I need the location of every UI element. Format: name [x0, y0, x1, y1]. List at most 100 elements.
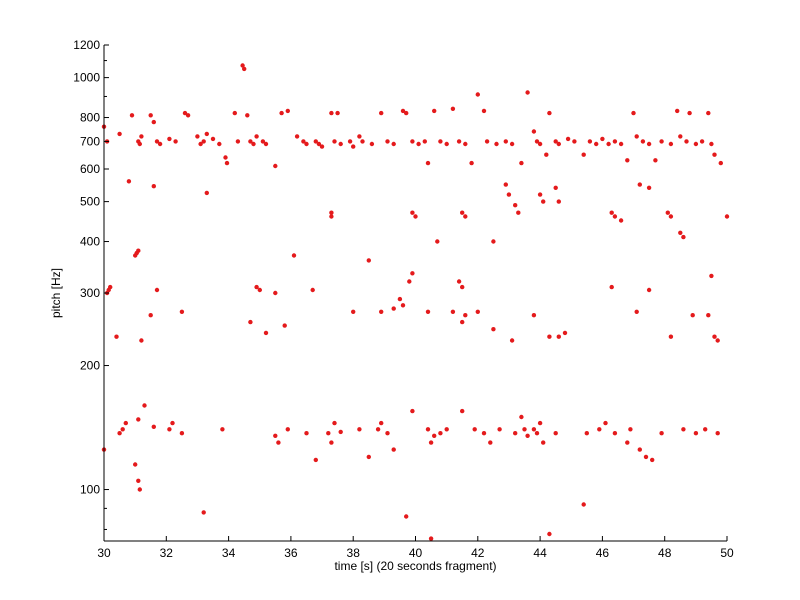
data-point — [391, 141, 396, 147]
data-point — [456, 139, 462, 144]
data-point — [369, 141, 375, 147]
data-point — [693, 431, 699, 436]
data-point — [600, 136, 605, 142]
data-point — [139, 134, 144, 139]
data-point — [481, 431, 487, 436]
data-point — [385, 431, 390, 436]
data-point — [379, 420, 384, 426]
data-point — [120, 427, 125, 432]
data-point — [195, 134, 200, 139]
data-point — [612, 139, 618, 144]
data-point — [460, 284, 465, 290]
data-point — [428, 536, 434, 541]
data-point — [151, 424, 156, 429]
data-point — [472, 427, 477, 432]
data-point — [285, 427, 290, 432]
data-point — [329, 210, 334, 215]
data-point — [460, 210, 465, 215]
data-point — [357, 427, 362, 432]
data-point — [248, 319, 253, 325]
data-point — [503, 139, 508, 144]
data-point — [254, 134, 259, 139]
y-tick-label: 500 — [80, 195, 100, 209]
data-point — [133, 462, 138, 467]
data-point — [173, 139, 178, 144]
data-point — [310, 287, 315, 293]
x-tick-label: 32 — [160, 546, 174, 560]
y-tick-label: 400 — [80, 235, 100, 249]
data-point — [242, 66, 247, 72]
data-point — [329, 110, 334, 116]
data-point — [637, 182, 642, 187]
data-point — [653, 158, 658, 163]
data-point — [167, 136, 172, 142]
x-tick-label: 42 — [471, 546, 485, 560]
data-point — [444, 141, 449, 147]
data-point — [537, 420, 543, 426]
data-point — [513, 203, 518, 208]
data-point — [678, 134, 683, 139]
data-point — [151, 184, 156, 189]
data-point — [491, 239, 496, 244]
x-tick-label: 46 — [596, 546, 610, 560]
data-point — [379, 110, 384, 116]
data-point — [425, 160, 431, 166]
data-points — [101, 63, 730, 541]
data-point — [136, 417, 141, 422]
data-point — [400, 108, 406, 114]
data-point — [151, 119, 156, 125]
data-point — [257, 287, 262, 293]
data-point — [637, 447, 642, 452]
data-point — [475, 92, 480, 97]
data-point — [351, 144, 356, 149]
data-point — [534, 139, 540, 144]
data-point — [366, 454, 371, 460]
data-point — [497, 427, 502, 432]
data-point — [117, 431, 122, 436]
data-point — [581, 502, 586, 507]
data-point — [547, 531, 552, 537]
data-point — [198, 141, 203, 147]
data-point — [294, 134, 300, 139]
data-point — [534, 431, 540, 436]
y-tick-label: 1000 — [73, 71, 100, 85]
data-point — [547, 334, 552, 339]
data-point — [201, 510, 206, 515]
data-point — [643, 454, 649, 460]
data-point — [316, 141, 322, 147]
data-point — [724, 214, 730, 219]
data-point — [556, 334, 561, 339]
data-point — [154, 287, 160, 293]
data-point — [659, 139, 664, 144]
data-point — [400, 303, 406, 308]
y-tick-label: 100 — [80, 483, 100, 497]
data-point — [450, 106, 456, 112]
data-point — [204, 190, 209, 196]
data-point — [137, 141, 142, 147]
data-point — [456, 279, 462, 284]
data-point — [338, 429, 343, 435]
data-point — [179, 309, 185, 314]
data-point — [304, 431, 309, 436]
data-point — [379, 309, 384, 314]
data-point — [108, 284, 113, 290]
data-point — [435, 239, 440, 244]
data-point — [690, 313, 695, 318]
data-point — [410, 210, 415, 215]
data-point — [706, 313, 711, 318]
data-point — [366, 258, 371, 263]
data-point — [547, 110, 552, 116]
data-point — [460, 408, 465, 414]
data-point — [562, 330, 568, 336]
data-point — [556, 199, 561, 204]
data-point — [450, 309, 456, 314]
data-point — [703, 427, 708, 432]
data-point — [240, 63, 245, 68]
data-point — [581, 152, 586, 157]
data-point — [706, 110, 711, 116]
data-point — [251, 141, 256, 147]
data-point — [326, 431, 331, 436]
data-point — [404, 514, 409, 519]
data-point — [553, 185, 558, 190]
data-point — [282, 323, 287, 328]
